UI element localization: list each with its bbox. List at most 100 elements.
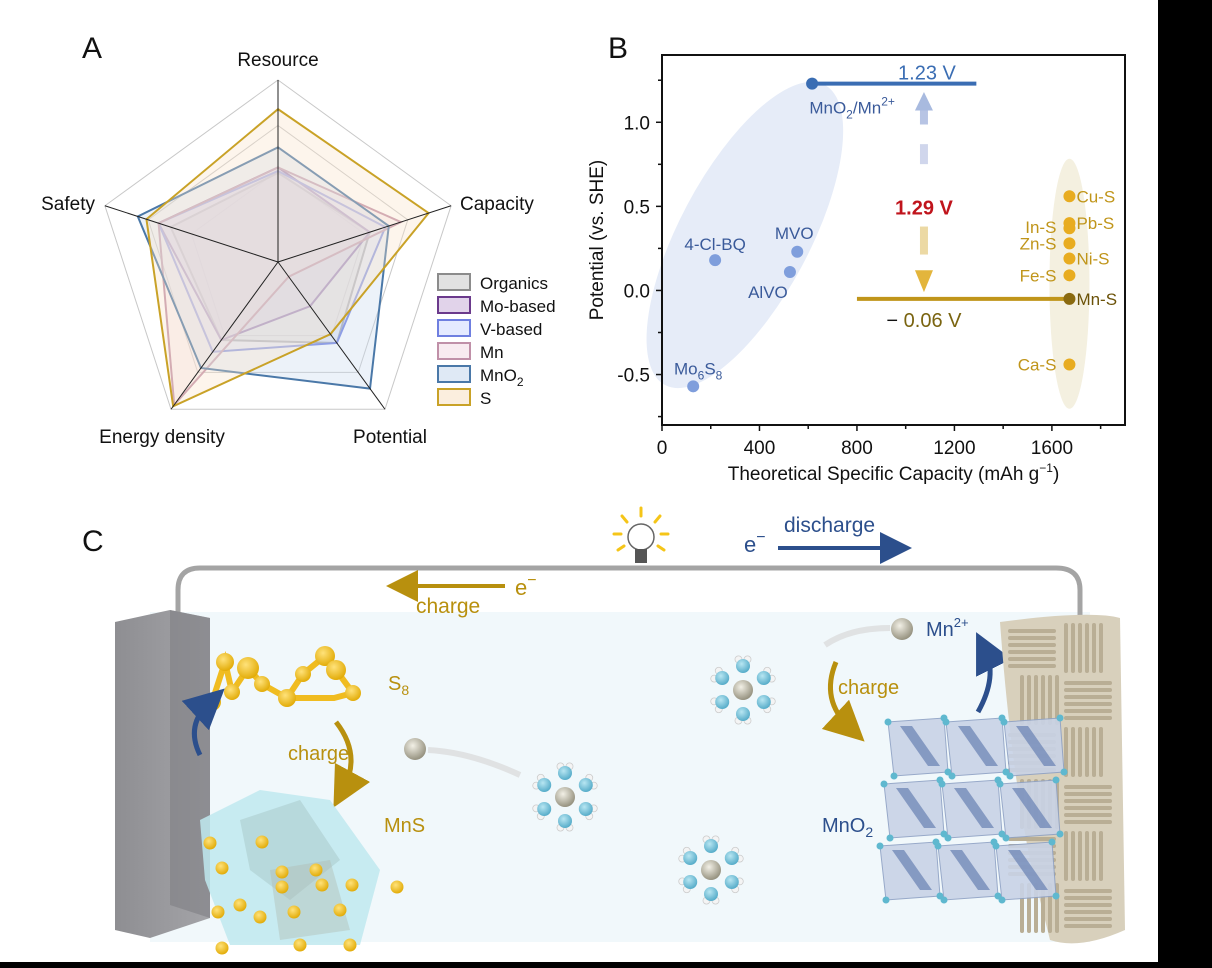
cloth-weave-cell [1064,785,1112,824]
mno2-octahedron-face [1012,788,1052,828]
sulfur-atom [275,865,289,879]
sulfur-atom [333,903,347,917]
x-tick-label: 800 [841,438,873,459]
cloth-weave-cell [1064,681,1112,720]
oxygen-atom [996,780,1004,788]
sulfur-atom [203,836,217,850]
oxygen-atom [1052,892,1060,900]
oxygen-atom [1060,768,1068,776]
sulfur-atom [293,938,307,952]
mno2-octahedron-face [896,788,936,828]
oxygen-atom [537,802,552,816]
cloth-weave-cell [1064,727,1103,777]
scatter-points [687,77,1076,393]
point-mo6s8 [687,380,700,393]
oxygen-atom [882,896,890,904]
radar-axis-capacity [277,205,452,263]
s8-label: S8 [388,673,409,698]
oxygen-atom [1052,776,1060,784]
sulfur-atom [315,878,329,892]
discharge-electron-label: e− [744,529,766,557]
external-wire [175,565,1083,618]
charge-electron-label: e− [515,572,537,600]
hydrated-mn-clusters [532,655,776,905]
sulfur-atom [287,905,301,919]
point-ca-s [1063,358,1076,371]
cathode-cluster-ellipse [646,81,844,389]
legend-label-organics: Organics [480,274,548,293]
radar-series-s [145,107,431,408]
gap-arrow-down-head [914,270,933,293]
oxygen-atom [992,842,1000,850]
charge-top-label: charge [416,595,480,618]
gap-arrow-dash [919,226,928,255]
oxygen-atom [704,839,718,853]
oxygen-atom [756,671,771,685]
cloth-weave-cell [1064,623,1103,673]
potential-capacity-chart: 0 400 800 1200 1600 1.0 0.5 0.0 -0.5 Theoretical … [587,54,1126,485]
sulfur-atom [215,861,229,875]
label-in-s: In-S [1025,218,1056,237]
point-mn-s [1063,292,1076,305]
point-alvo [783,265,796,278]
point-in-s [1063,222,1076,235]
cloth-weave-cell [1064,889,1112,928]
y-axis-label: Potential (vs. SHE) [587,160,608,321]
radar-chart: Resource Capacity Potential Energy density S… [41,50,555,448]
oxygen-atom [558,766,572,780]
oxygen-atom [683,851,698,865]
sulfur-atom [253,910,267,924]
sulfur-atom [345,878,359,892]
mno2-octahedron-face [1016,726,1056,766]
sulfur-atom [215,941,229,955]
label-ca-s: Ca-S [1018,355,1057,374]
radar-axes [104,80,452,410]
mn-center-atom [701,860,721,880]
legend-label-v-based: V-based [480,320,542,339]
oxygen-atom [715,695,730,709]
sulfur-atom [343,938,357,952]
radar-gridline [190,170,366,337]
scatter-labels: MnO2/Mn2+ 4-Cl-BQ MVO AlVO Mo6S8 Cu-S Pb-S In-S… [674,95,1117,383]
legend-swatch-organics [437,273,471,291]
y-tick-label: 0.5 [624,197,650,218]
oxygen-atom [940,896,948,904]
oxygen-atom [944,834,952,842]
oxygen-atom [1006,772,1014,780]
point-cu-s [1063,190,1076,203]
mno2-crystal [876,714,1068,904]
oxygen-atom [934,842,942,850]
oxygen-atom [704,887,718,901]
oxygen-atom [578,802,593,816]
oxygen-atom [948,772,956,780]
radar-grid [104,79,452,410]
oxygen-atom [938,780,946,788]
x-tick-label: 1600 [1031,438,1073,459]
legend-swatch-mo-based [437,296,471,314]
mno2-octahedron-face [892,850,932,890]
left-charge-cycle-arrow [333,720,371,808]
radar-axis-energy-density [170,261,279,410]
label-fe-s: Fe-S [1020,266,1057,285]
oxygen-atom [724,875,739,889]
legend-label-mno2: MnO2 [480,366,524,389]
figure-canvas: A B C Resource Capacity Potential Energy de… [0,0,1158,962]
reference-lines: 1.23 V 1.29 V − 0.06 V [812,63,1070,332]
oxygen-atom [886,834,894,842]
lightbulb-icon [612,506,670,563]
legend-swatch-mn [437,342,471,360]
oxygen-atom [1002,834,1010,842]
oxygen-atom [715,671,730,685]
oxygen-atom [998,896,1006,904]
sulfur-atom [390,880,404,894]
sulfur-atom [309,863,323,877]
left-charge-label: charge [288,743,349,765]
oxygen-atom [1048,838,1056,846]
discharge-label: discharge [784,514,875,537]
legend-label-s: S [480,389,491,408]
point-ni-s [1063,252,1076,265]
hydrated-mn-ion [678,835,744,905]
panel-label-b: B [608,32,629,65]
oxygen-atom [1056,830,1064,838]
ion-trail-right [823,625,891,648]
